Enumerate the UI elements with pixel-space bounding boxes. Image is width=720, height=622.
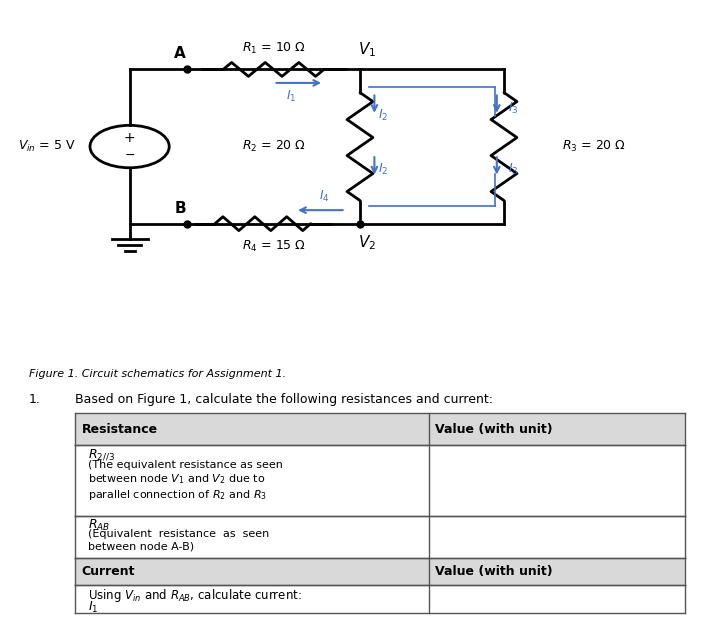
Text: $I_4$: $I_4$	[319, 189, 329, 204]
Text: $R_3$ = 20 Ω: $R_3$ = 20 Ω	[562, 139, 626, 154]
Text: Based on Figure 1, calculate the following resistances and current:: Based on Figure 1, calculate the followi…	[75, 392, 493, 406]
Text: (Equivalent  resistance  as  seen
between node A-B): (Equivalent resistance as seen between n…	[89, 529, 270, 551]
Bar	[75, 413, 685, 445]
Text: Using $V_{in}$ and $R_{AB}$, calculate current:: Using $V_{in}$ and $R_{AB}$, calculate c…	[89, 587, 302, 604]
Text: (The equivalent resistance as seen
between node $V_1$ and $V_2$ due to
parallel : (The equivalent resistance as seen betwe…	[89, 460, 283, 502]
Text: +: +	[124, 131, 135, 145]
Text: Figure 1. Circuit schematics for Assignment 1.: Figure 1. Circuit schematics for Assignm…	[29, 369, 286, 379]
Text: $R_{2//3}$: $R_{2//3}$	[89, 448, 115, 463]
Text: $I_3$: $I_3$	[508, 100, 518, 116]
Text: $R_4$ = 15 Ω: $R_4$ = 15 Ω	[242, 239, 305, 254]
Text: $I_2$: $I_2$	[378, 108, 388, 123]
Text: 1.: 1.	[29, 392, 40, 406]
Text: $I_2$: $I_2$	[378, 162, 388, 177]
Text: Current: Current	[82, 565, 135, 578]
Text: $R_1$ = 10 Ω: $R_1$ = 10 Ω	[242, 40, 305, 56]
Text: $V_2$: $V_2$	[358, 234, 377, 253]
Text: $V_{in}$ = 5 V: $V_{in}$ = 5 V	[18, 139, 76, 154]
Text: $I_1$: $I_1$	[287, 89, 297, 104]
Text: −: −	[125, 149, 135, 162]
Text: $I_1$: $I_1$	[89, 600, 99, 615]
Text: Value (with unit): Value (with unit)	[436, 565, 553, 578]
Text: Resistance: Resistance	[82, 423, 158, 436]
Text: A: A	[174, 47, 186, 62]
Text: $R_2$ = 20 Ω: $R_2$ = 20 Ω	[242, 139, 306, 154]
Text: B: B	[174, 201, 186, 216]
Text: $I_3$: $I_3$	[508, 162, 518, 177]
Bar	[75, 559, 685, 585]
Text: $R_{AB}$: $R_{AB}$	[89, 518, 111, 533]
Text: Value (with unit): Value (with unit)	[436, 423, 553, 436]
Text: $V_1$: $V_1$	[358, 41, 377, 60]
